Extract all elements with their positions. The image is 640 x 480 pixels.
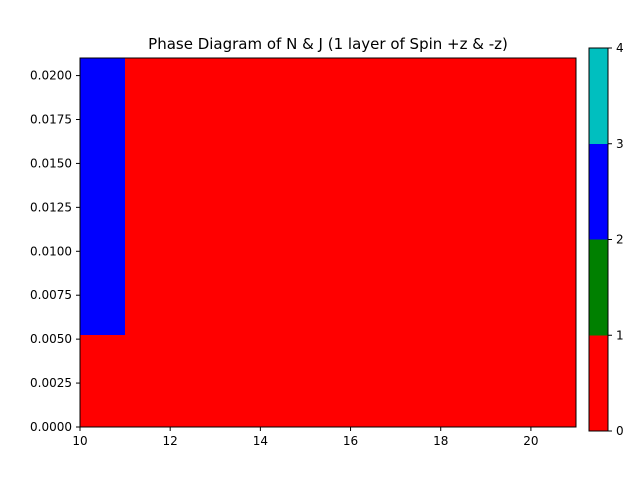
x-tick-label: 16 xyxy=(343,434,358,448)
x-axis: 10 12 14 16 18 20 xyxy=(72,427,539,448)
colorbar-tick-label: 1 xyxy=(616,328,624,342)
y-tick-label: 0.0025 xyxy=(30,376,72,390)
x-tick-label: 10 xyxy=(72,434,87,448)
y-axis: 0.0000 0.0025 0.0050 0.0075 0.0100 0.0125 0.01… xyxy=(30,69,80,434)
colorbar-band-0 xyxy=(589,335,608,431)
y-tick-label: 0.0100 xyxy=(30,244,72,258)
x-tick-label: 12 xyxy=(163,434,178,448)
y-tick-label: 0.0050 xyxy=(30,332,72,346)
chart-title: Phase Diagram of N & J (1 layer of Spin … xyxy=(148,35,508,53)
colorbar-band-1 xyxy=(589,239,608,336)
colorbar-tick-label: 0 xyxy=(616,424,624,438)
colorbar: 0 1 2 3 4 xyxy=(588,41,624,438)
heatmap-region-1 xyxy=(80,58,126,335)
y-tick-label: 0.0000 xyxy=(30,420,72,434)
x-tick-label: 20 xyxy=(523,434,538,448)
x-tick-label: 18 xyxy=(433,434,448,448)
heatmap-cells xyxy=(80,58,576,427)
x-tick-label: 14 xyxy=(253,434,268,448)
y-tick-label: 0.0075 xyxy=(30,288,72,302)
y-tick-label: 0.0175 xyxy=(30,113,72,127)
heatmap-region-0 xyxy=(80,58,576,427)
colorbar-tick-label: 4 xyxy=(616,41,624,55)
plot-frame xyxy=(79,57,577,428)
y-tick-label: 0.0150 xyxy=(30,156,72,170)
colorbar-tick-label: 3 xyxy=(616,137,624,151)
colorbar-tick-label: 2 xyxy=(616,233,624,247)
y-tick-label: 0.0125 xyxy=(30,200,72,214)
colorbar-band-2 xyxy=(589,143,608,240)
y-tick-label: 0.0200 xyxy=(30,69,72,83)
colorbar-band-3 xyxy=(589,48,608,144)
